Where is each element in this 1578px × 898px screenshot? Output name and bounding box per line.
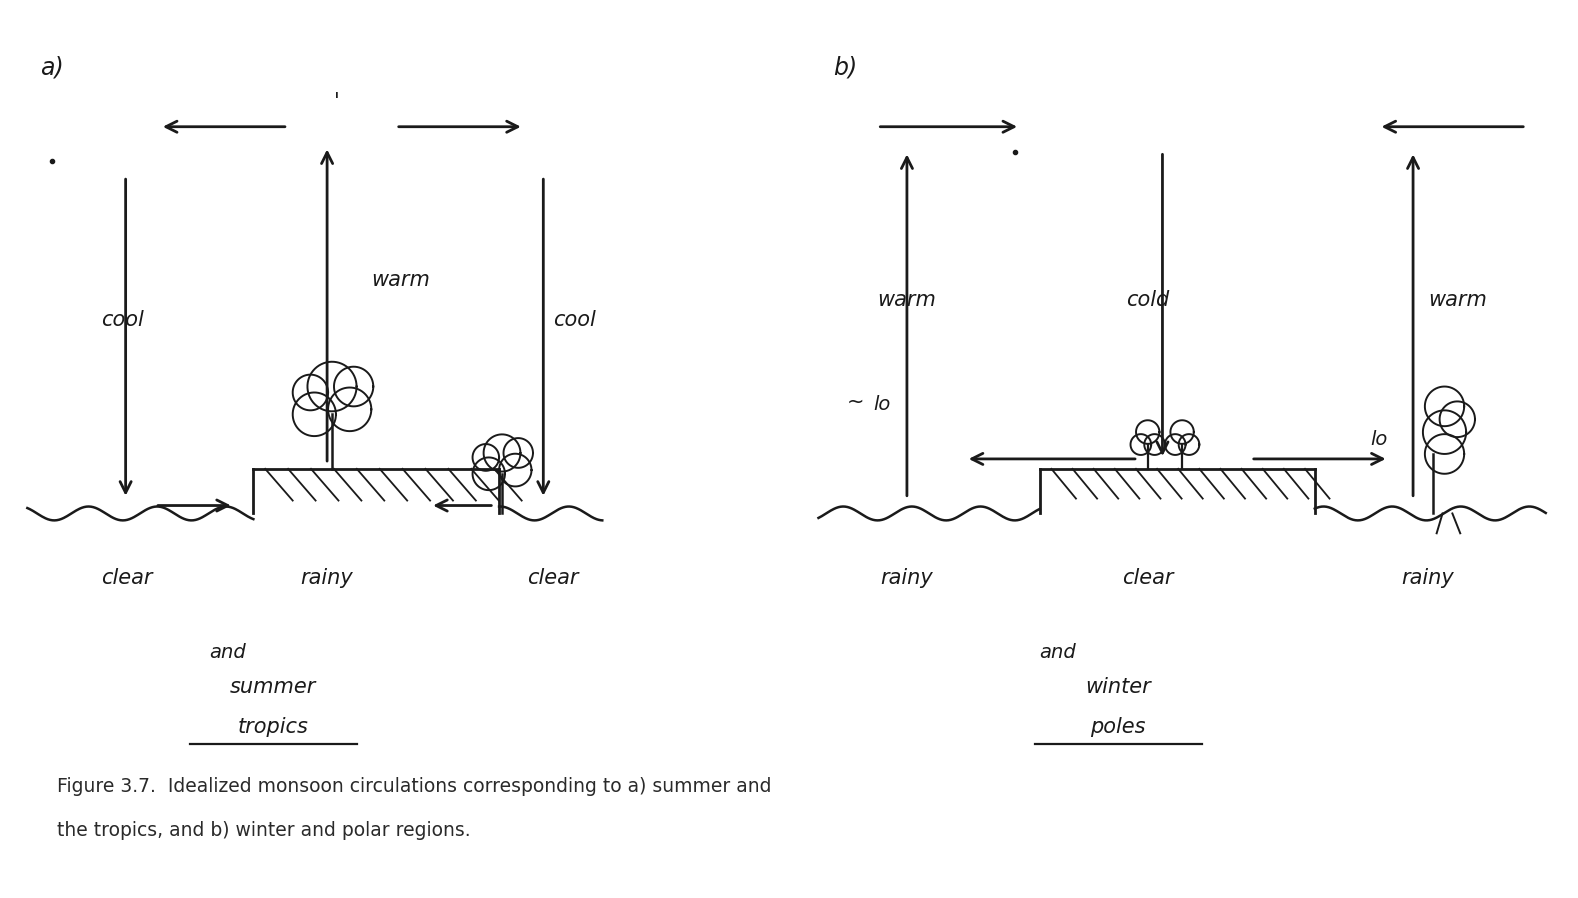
Text: rainy: rainy <box>1401 568 1455 588</box>
Text: poles: poles <box>1090 717 1146 736</box>
Text: lo: lo <box>1370 429 1387 449</box>
Text: rainy: rainy <box>301 568 353 588</box>
Text: clear: clear <box>527 568 579 588</box>
Text: warm: warm <box>1428 290 1486 311</box>
Text: lo: lo <box>874 395 892 414</box>
Text: cool: cool <box>554 310 596 330</box>
Text: and: and <box>210 643 246 662</box>
Text: clear: clear <box>1122 568 1174 588</box>
Text: clear: clear <box>101 568 153 588</box>
Text: cool: cool <box>101 310 144 330</box>
Text: b): b) <box>833 56 857 79</box>
Text: ': ' <box>335 92 339 112</box>
Text: tropics: tropics <box>238 717 308 736</box>
Text: cold: cold <box>1127 290 1169 311</box>
Text: ~: ~ <box>847 392 865 411</box>
Text: rainy: rainy <box>881 568 933 588</box>
Text: the tropics, and b) winter and polar regions.: the tropics, and b) winter and polar reg… <box>57 822 470 841</box>
Text: and: and <box>1040 643 1076 662</box>
Text: a): a) <box>39 56 63 79</box>
Text: winter: winter <box>1086 677 1150 697</box>
Text: Figure 3.7.  Idealized monsoon circulations corresponding to a) summer and: Figure 3.7. Idealized monsoon circulatio… <box>57 777 772 796</box>
Text: warm: warm <box>371 270 431 290</box>
Text: summer: summer <box>230 677 316 697</box>
Text: warm: warm <box>877 290 936 311</box>
